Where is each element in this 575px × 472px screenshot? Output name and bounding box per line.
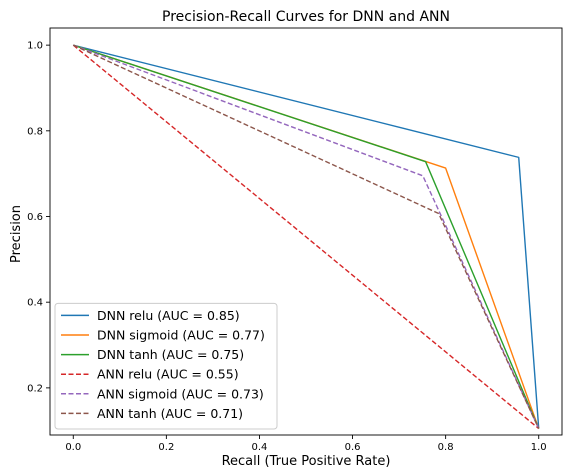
series-line-2	[73, 44, 540, 429]
y-tick-label-0: 0.2	[27, 383, 43, 394]
legend-label-2: DNN tanh (AUC = 0.75)	[97, 347, 244, 362]
y-tick-label-4: 1.0	[27, 41, 43, 52]
plot-frame	[49, 27, 563, 436]
y-tick-label-3: 0.8	[27, 126, 43, 137]
x-tick-label-4: 0.8	[438, 442, 454, 453]
chart-title: Precision-Recall Curves for DNN and ANN	[162, 9, 450, 25]
legend-box	[54, 302, 278, 430]
y-tick-label-1: 0.4	[27, 298, 43, 309]
y-axis-label: Precision	[9, 205, 24, 263]
x-tick-label-1: 0.2	[158, 442, 174, 453]
series-line-0	[73, 44, 540, 429]
legend: DNN relu (AUC = 0.85) DNN sigmoid (AUC = …	[54, 302, 278, 430]
plot-area: 0.0 0.2 0.4 0.6 0.8 1.0 0.2 0.4 0.6 0.8 1.0	[27, 27, 563, 453]
x-axis-label: Recall (True Positive Rate)	[222, 454, 391, 469]
x-tick-label-3: 0.6	[345, 442, 361, 453]
x-tick-label-0: 0.0	[65, 442, 81, 453]
legend-label-0: DNN relu (AUC = 0.85)	[97, 308, 240, 323]
legend-label-1: DNN sigmoid (AUC = 0.77)	[97, 328, 265, 343]
x-tick-label-2: 0.4	[252, 442, 268, 453]
legend-label-4: ANN sigmoid (AUC = 0.73)	[97, 386, 264, 401]
series-line-3	[72, 44, 540, 430]
x-tick-label-5: 1.0	[531, 442, 547, 453]
series-line-4	[73, 44, 540, 429]
y-tick-label-2: 0.6	[27, 212, 43, 223]
legend-label-5: ANN tanh (AUC = 0.71)	[97, 406, 243, 421]
legend-label-3: ANN relu (AUC = 0.55)	[97, 367, 239, 382]
series-line-5	[72, 44, 540, 429]
